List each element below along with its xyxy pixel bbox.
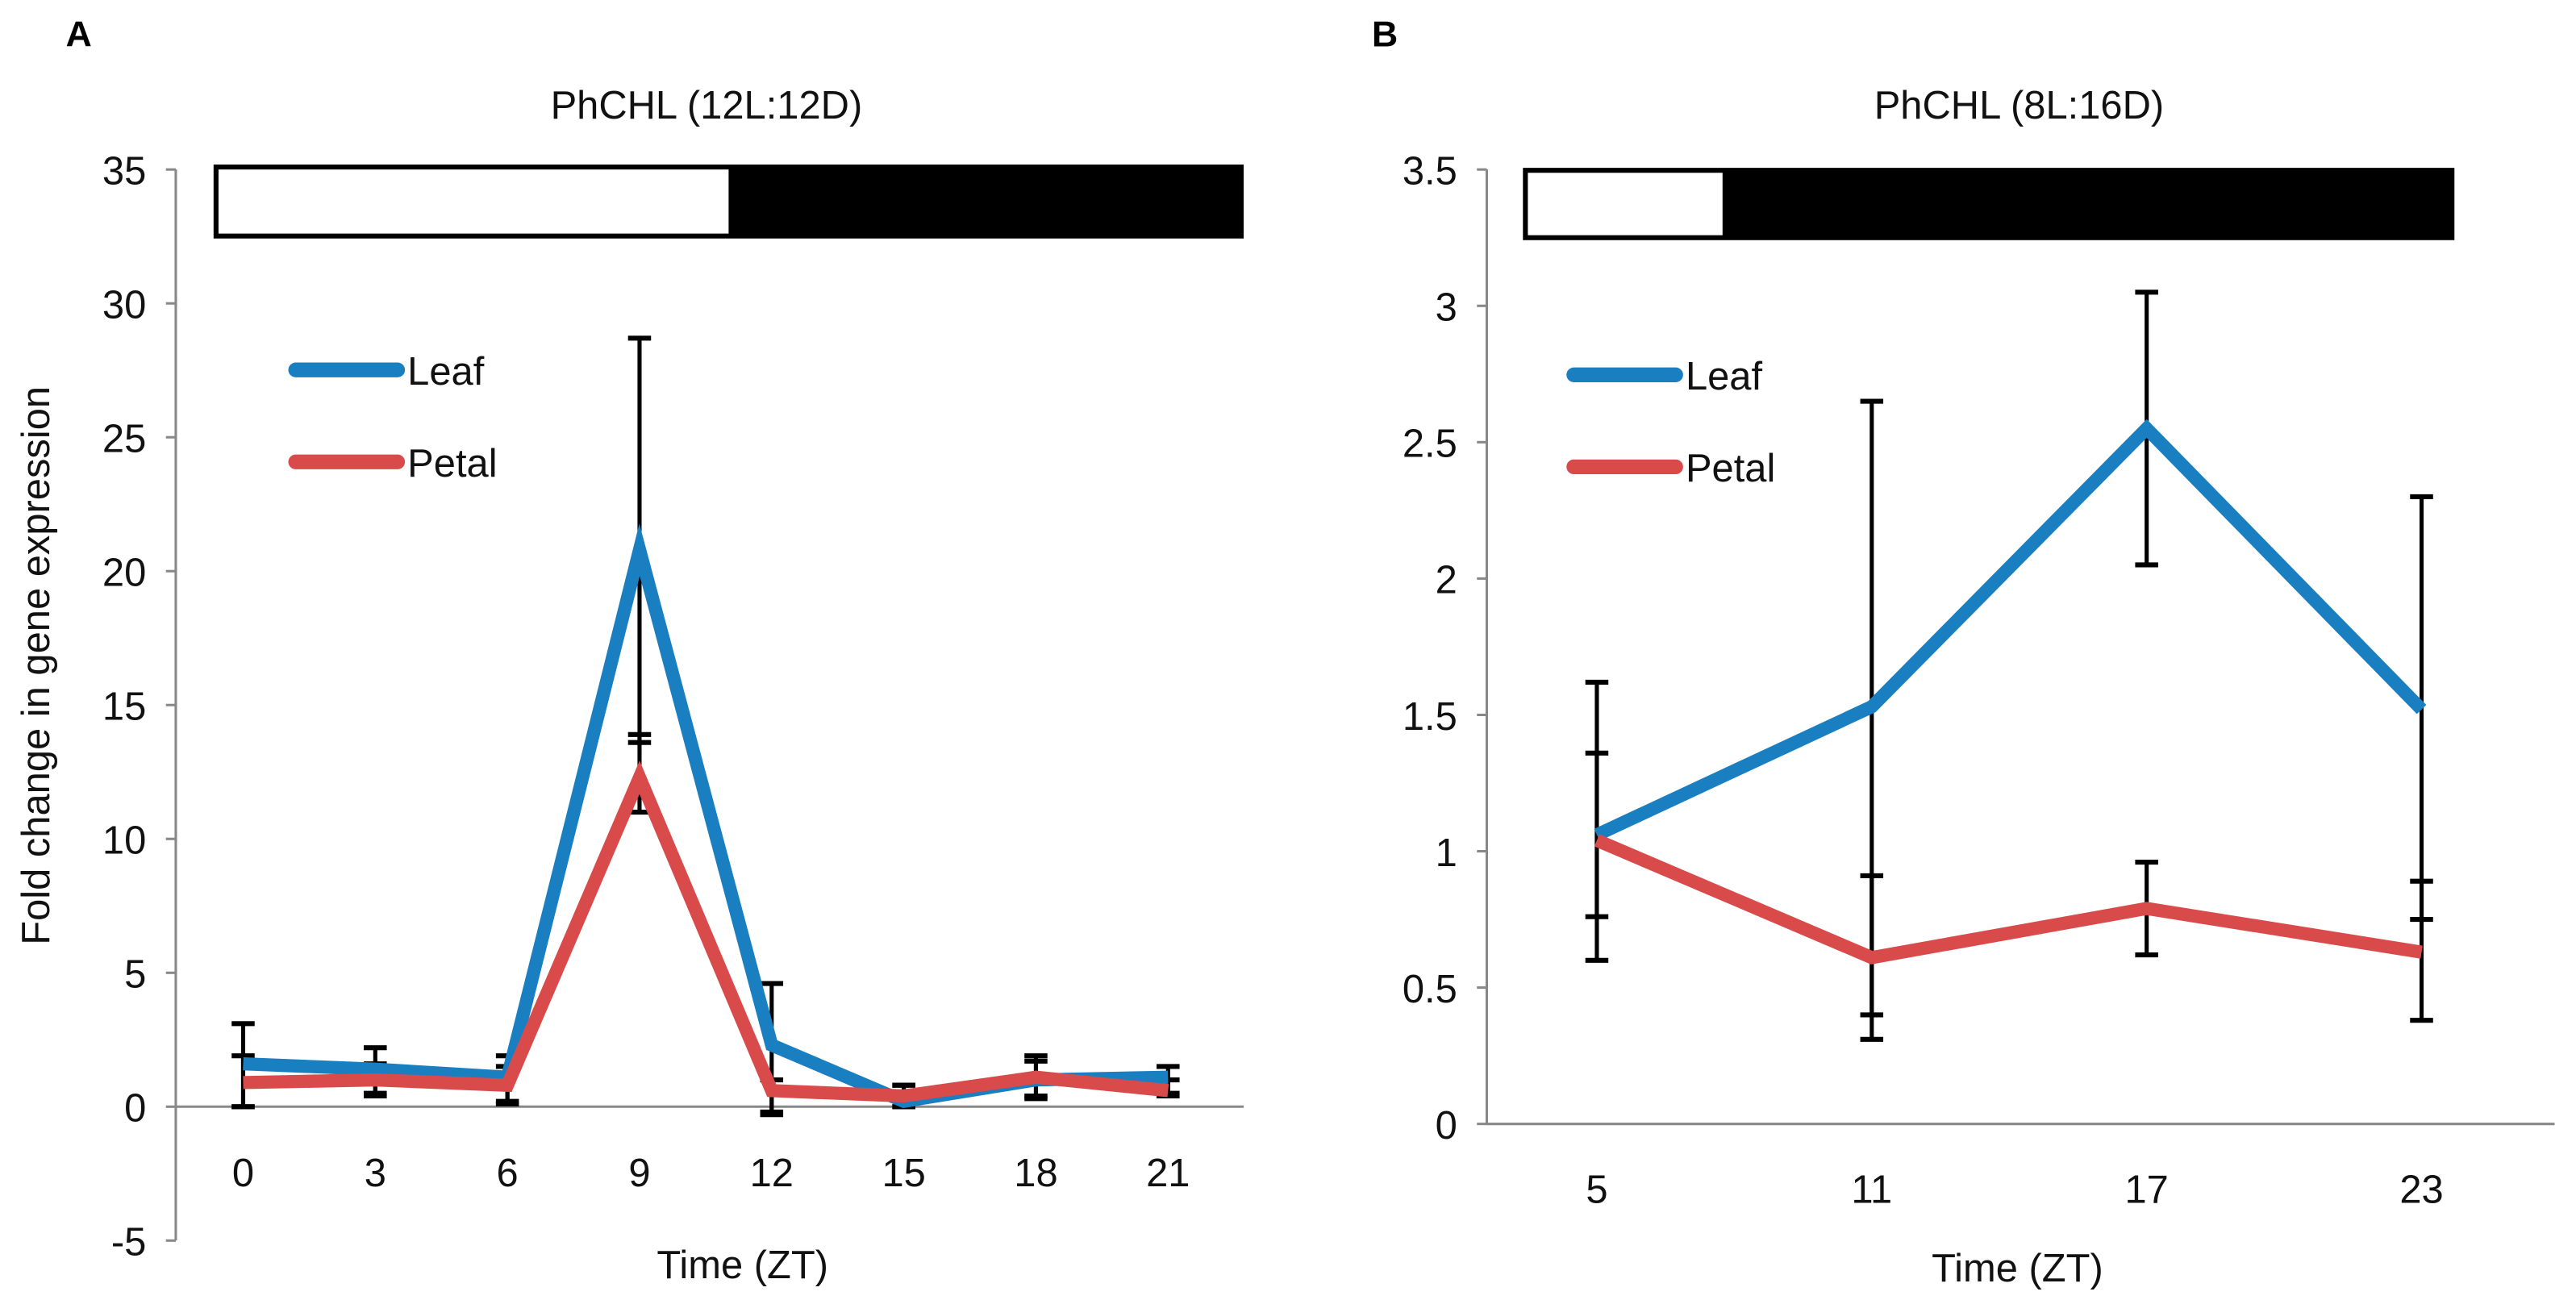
y-tick-label: 3.5 [1403, 150, 1457, 194]
panel-label-b: B [1372, 14, 1398, 54]
legend-label-leaf: Leaf [407, 350, 485, 394]
y-tick-label: -5 [111, 1221, 146, 1265]
y-tick-label: 0.5 [1403, 968, 1457, 1011]
legend-label-petal: Petal [1686, 447, 1775, 490]
x-tick-label: 23 [2399, 1168, 2443, 1211]
x-tick-label: 11 [1851, 1168, 1892, 1211]
x-tick-label: 3 [365, 1152, 386, 1195]
x-tick-label: 9 [628, 1152, 650, 1195]
y-tick-label: 25 [102, 418, 146, 461]
y-tick-label: 2 [1436, 559, 1457, 602]
y-tick-label: 1 [1436, 831, 1457, 875]
y-axis-label-a: Fold change in gene expression [15, 386, 58, 945]
y-tick-label: 3 [1436, 286, 1457, 330]
light-period-bar [218, 169, 729, 234]
x-tick-label: 0 [232, 1152, 254, 1195]
x-tick-label: 18 [1014, 1152, 1057, 1195]
y-tick-label: 5 [124, 953, 146, 997]
y-tick-label: 15 [102, 685, 146, 729]
x-tick-label: 5 [1586, 1168, 1607, 1211]
chart-title-b: PhCHL (8L:16D) [1874, 84, 2164, 127]
y-tick-label: 2.5 [1403, 423, 1457, 466]
x-axis-label-b: Time (ZT) [1932, 1247, 2103, 1290]
y-tick-label: 0 [1436, 1104, 1457, 1148]
y-tick-label: 20 [102, 552, 146, 595]
y-tick-label: 30 [102, 284, 146, 327]
series-line-petal [243, 760, 1169, 1103]
panel-b: B PhCHL (8L:16D) Time (ZT) 0 0.5 1 1.5 2 2.5 3… [1372, 14, 2555, 1290]
series-line-leaf [243, 523, 1169, 1109]
x-tick-label: 17 [2124, 1168, 2168, 1211]
x-tick-label: 6 [497, 1152, 519, 1195]
light-period-bar [1528, 173, 1723, 235]
legend-label-leaf: Leaf [1686, 355, 1763, 398]
x-tick-label: 21 [1146, 1152, 1190, 1195]
series-line-leaf [1594, 419, 2427, 841]
legend-label-petal: Petal [407, 442, 497, 485]
x-tick-label: 15 [882, 1152, 925, 1195]
chart-title-a: PhCHL (12L:12D) [551, 84, 863, 127]
y-tick-label: 0 [124, 1087, 146, 1131]
y-tick-label: 10 [102, 819, 146, 863]
y-tick-label: 1.5 [1403, 695, 1457, 739]
x-axis-label-a: Time (ZT) [657, 1244, 828, 1287]
y-tick-label: 35 [102, 150, 146, 194]
panel-label-a: A [65, 14, 91, 54]
series-line-petal [1594, 834, 2423, 965]
panel-a: A PhCHL (12L:12D) Time (ZT) Fold change … [15, 14, 1244, 1287]
x-tick-label: 12 [750, 1152, 794, 1195]
